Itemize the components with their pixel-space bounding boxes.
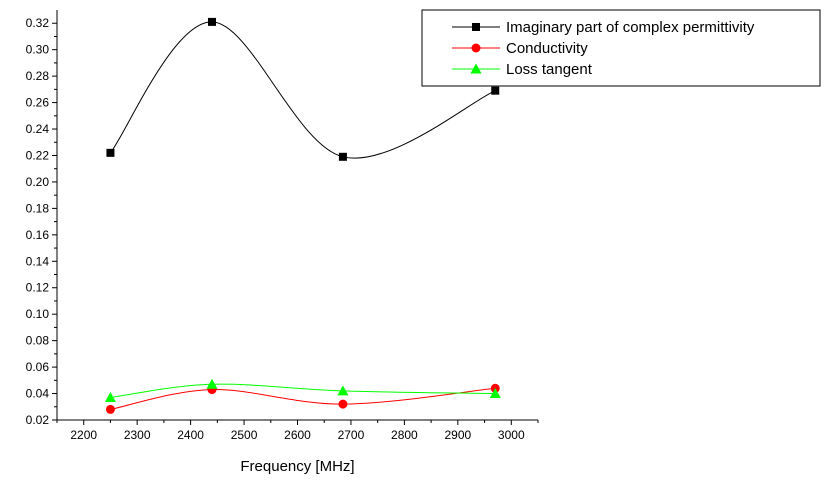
data-point-square [491,86,500,95]
y-tick-label: 0.28 [26,69,50,83]
legend-marker-circle [471,43,481,53]
data-point-square [106,148,115,157]
data-point-triangle [104,392,116,403]
series-line-0 [110,21,496,159]
y-tick-label: 0.16 [26,228,50,242]
y-tick-label: 0.02 [26,413,50,427]
x-tick-label: 2900 [444,428,471,442]
y-tick-label: 0.04 [26,387,50,401]
y-tick-label: 0.10 [26,307,50,321]
y-tick-label: 0.08 [26,334,50,348]
y-tick-label: 0.20 [26,175,50,189]
axes: 2200 2300 2400 2500 2600 2700 2800 2900 3000 0.02… [26,10,539,475]
x-tick-label: 2300 [124,428,151,442]
y-tick-label: 0.12 [26,281,50,295]
legend-label: Imaginary part of complex permittivity [506,19,755,36]
x-tick-label: 2400 [177,428,204,442]
x-tick-label: 3000 [498,428,525,442]
y-tick-label: 0.18 [26,201,50,215]
data-point-circle [105,404,115,414]
series-line-2 [110,383,496,399]
y-tick-label: 0.22 [26,148,50,162]
legend-marker-square [472,23,480,31]
legend-label: Conductivity [506,40,588,57]
data-point-triangle [206,378,218,389]
x-tick-label: 2500 [231,428,258,442]
y-tick-label: 0.14 [26,254,50,268]
x-tick-label: 2800 [391,428,418,442]
data-point-square [338,152,347,161]
data-point-triangle [489,388,501,399]
y-tick-label: 0.06 [26,360,50,374]
x-axis-title: Frequency [MHz] [240,458,354,475]
data-point-square [207,17,216,26]
legend-marker-triangle [470,63,482,74]
data-point-triangle [337,385,349,396]
data-point-circle [338,399,348,409]
legend: Imaginary part of complex permittivity Co… [421,9,821,87]
x-tick-label: 2700 [338,428,365,442]
plot-area [104,17,501,414]
y-tick-label: 0.32 [26,16,50,30]
x-tick-label: 2200 [70,428,97,442]
legend-label: Loss tangent [506,61,593,78]
y-tick-label: 0.24 [26,122,50,136]
x-tick-label: 2600 [284,428,311,442]
y-tick-label: 0.26 [26,96,50,110]
y-tick-label: 0.30 [26,43,50,57]
series-line-1 [110,387,496,410]
